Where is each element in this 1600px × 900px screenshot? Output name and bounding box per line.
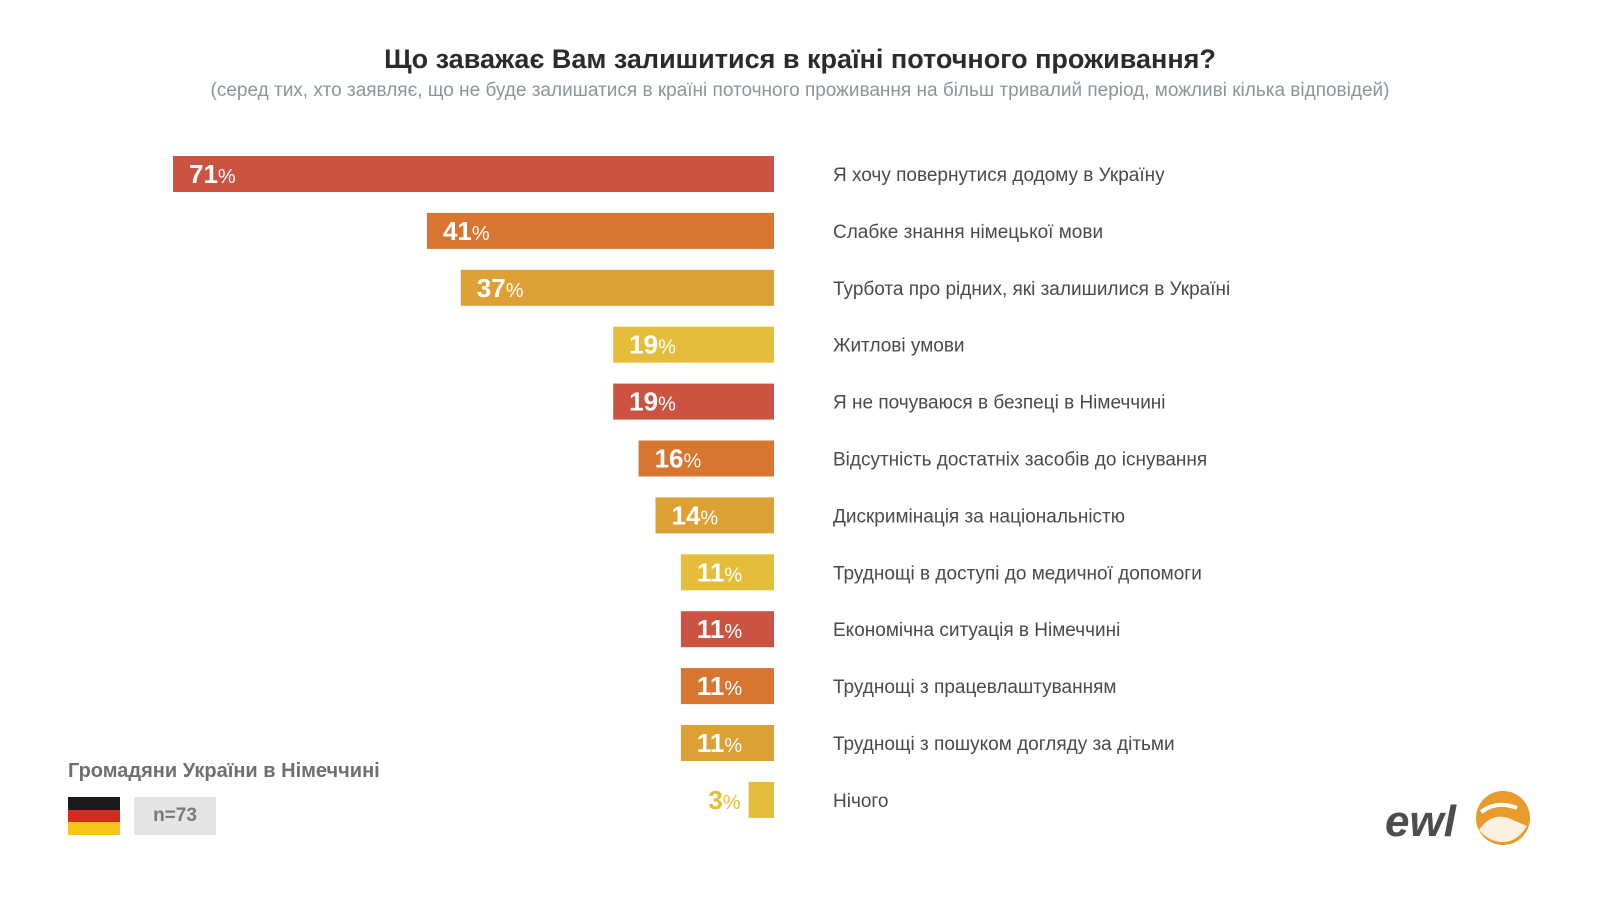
- bar-5: [613, 383, 774, 420]
- chart-title: Що заважає Вам залишитися в країні поточ…: [384, 44, 1216, 74]
- category-label-3: Турбота про рідних, які залишилися в Укр…: [833, 279, 1230, 300]
- category-label-4: Житлові умови: [833, 336, 965, 357]
- chart-subtitle: (серед тих, хто заявляє, що не буде зали…: [210, 80, 1390, 101]
- ewl-logo-text: ewl: [1385, 797, 1457, 846]
- value-label-5: 19%: [629, 387, 676, 417]
- bar-9: [680, 611, 774, 648]
- value-label-11: 11%: [697, 728, 743, 758]
- ewl-logo: ewl: [1385, 791, 1530, 846]
- sample-size-badge: n=73: [134, 797, 216, 835]
- bar-1: [173, 156, 774, 192]
- bar-6: [638, 440, 774, 477]
- bar-10: [680, 668, 774, 705]
- bar-8: [680, 554, 774, 591]
- bar-11: [680, 725, 774, 761]
- bar-7: [655, 497, 774, 534]
- flag-stripe-gold: [68, 822, 120, 836]
- category-label-10: Труднощі з працевлаштуванням: [833, 677, 1116, 698]
- germany-flag-icon: [68, 797, 120, 836]
- category-label-1: Я хочу повернутися додому в Україну: [833, 165, 1165, 186]
- bar-4: [613, 326, 774, 363]
- value-label-4: 19%: [629, 330, 676, 360]
- category-label-8: Труднощі в доступі до медичної допомоги: [833, 563, 1202, 584]
- value-label-8: 11%: [697, 557, 743, 587]
- handshake-circle-icon: [1476, 791, 1530, 845]
- category-label-12: Нічого: [833, 791, 889, 812]
- category-label-6: Відсутність достатніх засобів до існуван…: [833, 450, 1207, 471]
- value-label-6: 16%: [655, 444, 702, 474]
- value-label-10: 11%: [697, 671, 743, 701]
- value-label-12: 3%: [708, 785, 740, 815]
- value-label-2: 41%: [443, 216, 490, 246]
- category-label-11: Труднощі з пошуком догляду за дітьми: [833, 734, 1175, 755]
- value-label-3: 37%: [477, 273, 524, 303]
- bar-12: [748, 781, 774, 818]
- bar-3: [460, 269, 774, 306]
- value-label-1: 71%: [189, 159, 236, 189]
- bar-2: [426, 212, 774, 249]
- flag-stripe-red: [68, 809, 120, 823]
- value-label-9: 11%: [697, 614, 743, 644]
- category-label-7: Дискримінація за національністю: [833, 506, 1125, 527]
- category-label-5: Я не почуваюся в безпеці в Німеччині: [833, 393, 1166, 414]
- category-label-9: Економічна ситуація в Німеччині: [833, 620, 1120, 641]
- respondent-group-label: Громадяни України в Німеччині: [68, 760, 380, 782]
- flag-stripe-black: [68, 797, 120, 810]
- category-label-2: Слабке знання німецької мови: [833, 222, 1103, 243]
- value-label-7: 14%: [671, 500, 718, 530]
